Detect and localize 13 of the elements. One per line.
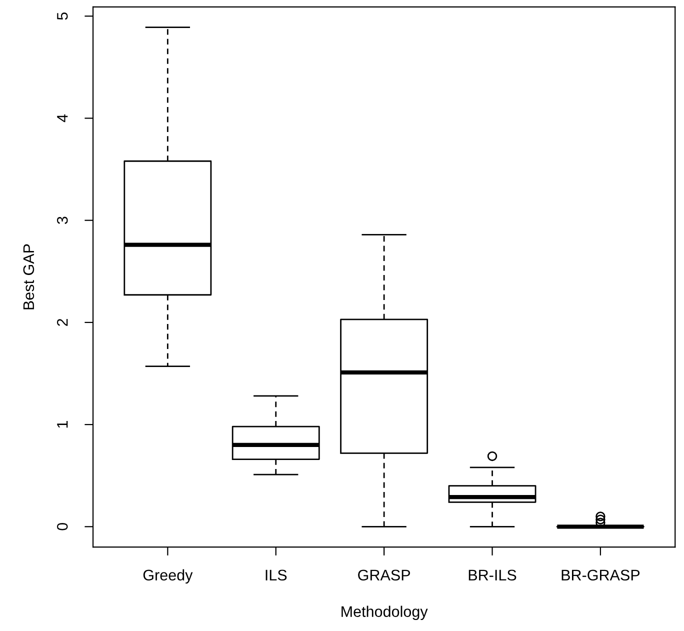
x-tick-label: ILS (266, 570, 287, 581)
x-tick-label: Greedy (143, 569, 193, 584)
x-tick-label: BR-GRASP (562, 570, 640, 581)
y-axis-title: Best GAP (23, 244, 34, 310)
y-tick-label: 3 (56, 216, 68, 224)
x-tick-label: GRASP (358, 570, 410, 581)
y-tick-label: 5 (57, 12, 68, 20)
y-tick-label: 2 (56, 318, 68, 326)
x-axis-title: Methodology (342, 606, 428, 620)
y-tick-label: 4 (57, 114, 68, 122)
y-tick-label: 1 (57, 421, 68, 428)
y-tick-label: 0 (56, 523, 68, 530)
x-tick-label: BR-ILS (468, 570, 516, 581)
